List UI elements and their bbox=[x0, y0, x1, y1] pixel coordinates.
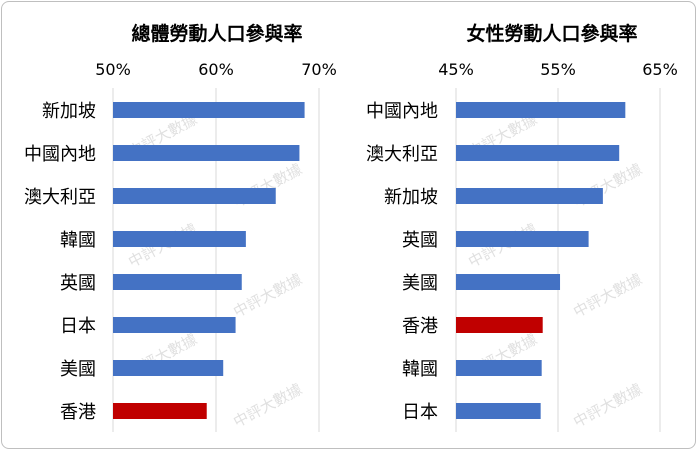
category-label: 美國 bbox=[60, 359, 96, 380]
category-label: 香港 bbox=[60, 402, 96, 423]
watermark: 中評大數據 bbox=[570, 270, 645, 321]
bar-新加坡 bbox=[113, 102, 305, 118]
category-label: 新加坡 bbox=[42, 101, 96, 122]
bar-香港 bbox=[456, 317, 543, 333]
category-label: 韓國 bbox=[60, 230, 96, 251]
bar-美國 bbox=[113, 360, 224, 376]
bar-新加坡 bbox=[456, 188, 603, 204]
bar-美國 bbox=[456, 274, 561, 290]
category-label: 中國內地 bbox=[366, 101, 438, 122]
watermark: 中評大數據 bbox=[570, 380, 645, 431]
watermark: 中評大數據 bbox=[230, 380, 305, 431]
bar-韓國 bbox=[456, 360, 542, 376]
category-label: 新加坡 bbox=[384, 187, 438, 208]
bar-韓國 bbox=[113, 231, 246, 247]
bar-英國 bbox=[113, 274, 242, 290]
bar-中國內地 bbox=[456, 102, 626, 118]
category-label: 日本 bbox=[402, 402, 438, 423]
x-tick-label: 55% bbox=[540, 60, 576, 79]
category-label: 美國 bbox=[402, 273, 438, 294]
bar-香港 bbox=[113, 403, 207, 419]
x-tick-label: 50% bbox=[95, 60, 131, 79]
x-tick-label: 70% bbox=[301, 60, 337, 79]
chart-title: 女性勞動人口參與率 bbox=[466, 22, 637, 45]
bar-英國 bbox=[456, 231, 589, 247]
category-label: 韓國 bbox=[402, 359, 438, 380]
category-label: 英國 bbox=[402, 230, 438, 251]
category-label: 澳大利亞 bbox=[366, 144, 438, 165]
bar-中國內地 bbox=[113, 145, 300, 161]
chart-title: 總體勞動人口參與率 bbox=[131, 22, 302, 45]
category-label: 香港 bbox=[402, 316, 438, 337]
bar-澳大利亞 bbox=[113, 188, 276, 204]
bar-澳大利亞 bbox=[456, 145, 620, 161]
category-label: 英國 bbox=[60, 273, 96, 294]
x-tick-label: 65% bbox=[642, 60, 678, 79]
bar-日本 bbox=[456, 403, 541, 419]
x-tick-label: 45% bbox=[438, 60, 474, 79]
x-tick-label: 60% bbox=[198, 60, 234, 79]
category-label: 澳大利亞 bbox=[24, 187, 96, 208]
category-label: 日本 bbox=[60, 316, 96, 337]
bar-日本 bbox=[113, 317, 236, 333]
category-label: 中國內地 bbox=[24, 144, 96, 165]
